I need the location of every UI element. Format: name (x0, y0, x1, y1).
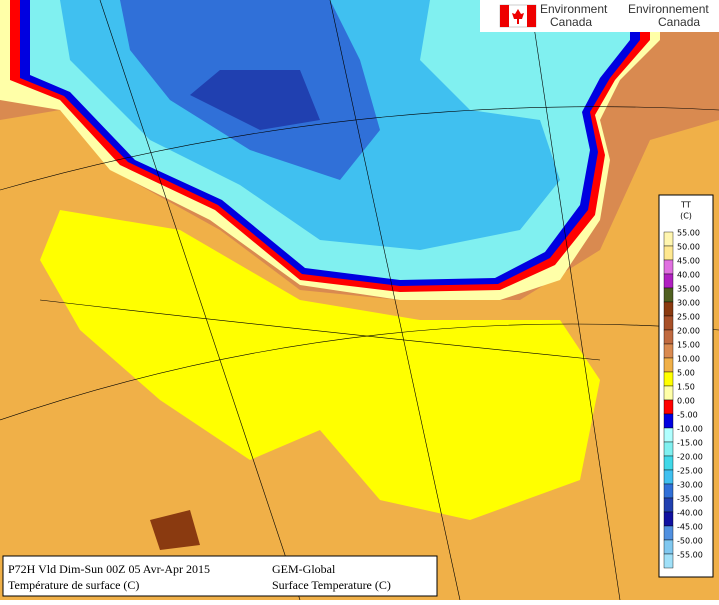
legend-swatch (663, 525, 674, 541)
region-hot (150, 510, 200, 550)
caption-text: GEM-Global (272, 562, 336, 576)
legend-label: 5.00 (677, 369, 695, 378)
legend-swatch (663, 357, 674, 373)
legend-label: -45.00 (677, 523, 703, 532)
legend-label: -20.00 (677, 453, 703, 462)
legend-swatch (663, 469, 674, 485)
legend-label: -10.00 (677, 425, 703, 434)
legend-swatch (663, 413, 674, 429)
legend-label: 35.00 (677, 285, 700, 294)
legend-swatch (663, 455, 674, 471)
legend-swatch (663, 343, 674, 359)
region-yellow (40, 210, 600, 520)
legend-swatch (663, 329, 674, 345)
logo-text: Environment (540, 2, 608, 16)
legend-label: 10.00 (677, 355, 700, 364)
flag-bar (500, 5, 509, 27)
legend-label: 50.00 (677, 243, 700, 252)
legend-label: -35.00 (677, 495, 703, 504)
legend-label: -55.00 (677, 551, 703, 560)
legend-label: -15.00 (677, 439, 703, 448)
legend-swatch (663, 259, 674, 275)
region-deep-cold (190, 70, 320, 130)
legend-label: 40.00 (677, 271, 700, 280)
legend-label: 15.00 (677, 341, 700, 350)
meridian (529, 0, 621, 601)
meridian (99, 0, 301, 601)
legend-swatch (663, 539, 674, 555)
legend-swatch (663, 427, 674, 443)
parallel (0, 106, 719, 191)
legend-label: 1.50 (677, 383, 695, 392)
legend-swatch (663, 231, 674, 247)
legend-label: -25.00 (677, 467, 703, 476)
legend-swatch (663, 301, 674, 317)
legend-label: -40.00 (677, 509, 703, 518)
parallel (0, 323, 719, 421)
border (39, 299, 601, 361)
legend-label: 0.00 (677, 397, 695, 406)
maple-leaf (512, 9, 524, 24)
logo-text: Canada (550, 15, 592, 29)
legend-label: -5.00 (677, 411, 698, 420)
legend: TT (C) 55.00 50.00 45.00 40.00 35.00 30.00 25.… (658, 194, 714, 578)
meridian (329, 0, 461, 601)
legend-swatch (663, 483, 674, 499)
logo-text: Canada (658, 15, 700, 29)
legend-swatch (663, 441, 674, 457)
legend-label: -30.00 (677, 481, 703, 490)
legend-swatch (663, 371, 674, 387)
legend-label: 55.00 (677, 229, 700, 238)
caption: P72H Vld Dim-Sun 00Z 05 Avr-Apr 2015 GEM… (2, 555, 438, 597)
legend-swatch (663, 399, 674, 415)
caption-box (2, 555, 438, 597)
legend-swatch (663, 315, 674, 331)
legend-label: 20.00 (677, 327, 700, 336)
legend-swatch (663, 287, 674, 303)
legend-label: -50.00 (677, 537, 703, 546)
legend-label: 25.00 (677, 313, 700, 322)
legend-swatch (663, 511, 674, 527)
legend-swatch (663, 497, 674, 513)
legend-swatch (663, 553, 674, 569)
legend-label: 45.00 (677, 257, 700, 266)
legend-label: 30.00 (677, 299, 700, 308)
legend-unit: (C) (680, 212, 692, 221)
legend-swatch (663, 245, 674, 261)
logo: Environment Canada Environnement Canada (480, 0, 719, 32)
legend-swatch (663, 273, 674, 289)
legend-swatch (663, 385, 674, 401)
flag-bar (527, 5, 536, 27)
caption-text: P72H Vld Dim-Sun 00Z 05 Avr-Apr 2015 (8, 562, 210, 576)
caption-text: Température de surface (C) (8, 578, 139, 592)
legend-title: TT (680, 201, 691, 210)
caption-text: Surface Temperature (C) (272, 578, 391, 592)
logo-text: Environnement (628, 2, 709, 16)
